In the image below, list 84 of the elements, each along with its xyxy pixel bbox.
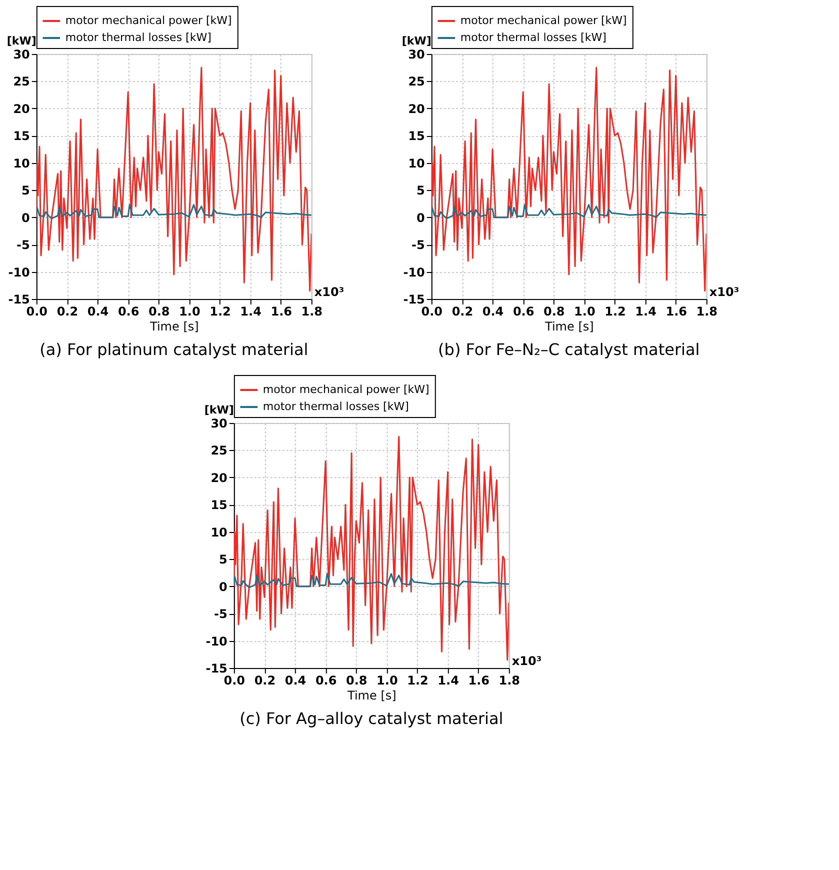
y-tick-label: -15: [8, 292, 30, 306]
y-axis-title: [kW]: [204, 404, 234, 416]
x-tick-label: 0.6: [118, 304, 140, 318]
y-tick-label: -15: [206, 662, 228, 676]
y-tick-label: 15: [13, 129, 30, 144]
x-tick-label: 0.0: [224, 674, 246, 688]
y-tick-label: 30: [408, 48, 425, 62]
legend-label: motor thermal losses [kW]: [65, 31, 212, 44]
x-tick-label: 1.0: [574, 304, 596, 318]
x-tick-label: 0.8: [346, 674, 368, 688]
line-series: [431, 204, 706, 220]
x-tick-label: 0.6: [512, 304, 534, 318]
y-tick-label: 0: [22, 210, 30, 225]
x-tick-label: 1.8: [301, 304, 323, 318]
y-tick-label: 20: [13, 102, 30, 116]
x-tick-label: 0.6: [315, 674, 337, 688]
line-series: [431, 66, 706, 292]
legend-label: motor thermal losses [kW]: [460, 31, 606, 44]
y-tick-label: 25: [408, 74, 425, 89]
y-tick-label: 15: [210, 498, 228, 512]
x-tick-label: 1.4: [240, 304, 262, 318]
x-tick-label: 1.0: [179, 304, 200, 318]
x-tick-label: 1.6: [666, 304, 687, 318]
y-tick-label: 25: [13, 74, 30, 89]
y-tick-label: 25: [210, 444, 228, 458]
y-tick-label: 15: [408, 129, 425, 144]
line-series: [36, 66, 312, 292]
x-tick-label: 1.2: [210, 304, 231, 318]
text: x10³: [314, 285, 344, 299]
x-axis-title: Time [s]: [149, 320, 199, 334]
legend-label: motor thermal losses [kW]: [262, 400, 409, 413]
y-tick-label: 20: [408, 102, 425, 116]
y-tick-label: -5: [412, 238, 425, 252]
y-tick-label: 10: [210, 525, 228, 540]
y-tick-label: 5: [416, 184, 425, 198]
x-tick-label: 0.0: [26, 304, 48, 318]
x-tick-label: 1.2: [604, 304, 626, 318]
x-tick-label: 0.2: [254, 674, 276, 688]
line-series: [234, 573, 509, 588]
y-tick-label: -10: [403, 265, 425, 280]
y-tick-label: 5: [22, 184, 30, 198]
x-tick-label: 1.0: [376, 674, 398, 688]
text: x10³: [709, 285, 740, 299]
x-tick-label: 0.4: [284, 674, 306, 688]
text: (a) For platinum catalyst material: [40, 340, 308, 359]
text: (c) For Ag–alloy catalyst material: [240, 709, 504, 728]
y-axis-title: [kW]: [6, 34, 36, 48]
x-tick-label: 0.0: [421, 304, 443, 318]
x-tick-label: 1.4: [635, 304, 656, 318]
y-tick-label: -5: [16, 238, 30, 252]
x-tick-label: 1.6: [270, 304, 292, 318]
y-tick-label: 5: [219, 552, 228, 567]
y-tick-label: -10: [8, 265, 30, 280]
x-tick-label: 0.2: [452, 304, 474, 318]
legend-label: motor mechanical power [kW]: [262, 383, 430, 396]
x-axis-title: Time [s]: [544, 320, 594, 334]
y-tick-label: 20: [210, 470, 228, 485]
y-axis-title: [kW]: [402, 34, 432, 48]
y-tick-label: -5: [214, 607, 228, 622]
line-series: [36, 204, 312, 220]
x-axis-title: Time [s]: [346, 688, 396, 702]
x-tick-label: 0.4: [482, 304, 504, 318]
y-tick-label: 10: [13, 156, 30, 170]
text: x10³: [512, 654, 542, 668]
legend-label: motor mechanical power [kW]: [460, 14, 627, 27]
y-tick-label: -15: [403, 292, 425, 306]
y-tick-label: 30: [210, 416, 228, 430]
x-tick-label: 0.8: [148, 304, 170, 318]
y-tick-label: -10: [206, 634, 228, 648]
x-tick-label: 0.4: [87, 304, 109, 318]
y-tick-label: 0: [219, 580, 228, 594]
x-tick-label: 0.2: [56, 304, 78, 318]
line-series: [234, 436, 509, 661]
y-tick-label: 30: [13, 48, 30, 62]
x-tick-label: 1.2: [407, 674, 428, 688]
legend-label: motor mechanical power [kW]: [65, 14, 232, 27]
y-tick-label: 0: [416, 210, 425, 225]
x-tick-label: 1.8: [696, 304, 718, 318]
x-tick-label: 1.8: [498, 674, 520, 688]
x-tick-label: 1.4: [438, 674, 459, 688]
y-tick-label: 10: [408, 156, 425, 170]
x-tick-label: 1.6: [468, 674, 490, 688]
text: (b) For Fe–N₂–C catalyst material: [438, 340, 700, 359]
x-tick-label: 0.8: [543, 304, 565, 318]
